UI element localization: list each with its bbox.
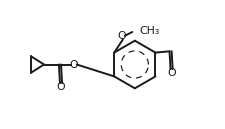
Text: CH₃: CH₃ — [139, 26, 160, 36]
Text: O: O — [118, 31, 126, 41]
Text: O: O — [56, 82, 65, 92]
Text: O: O — [167, 68, 176, 78]
Text: O: O — [70, 59, 78, 70]
